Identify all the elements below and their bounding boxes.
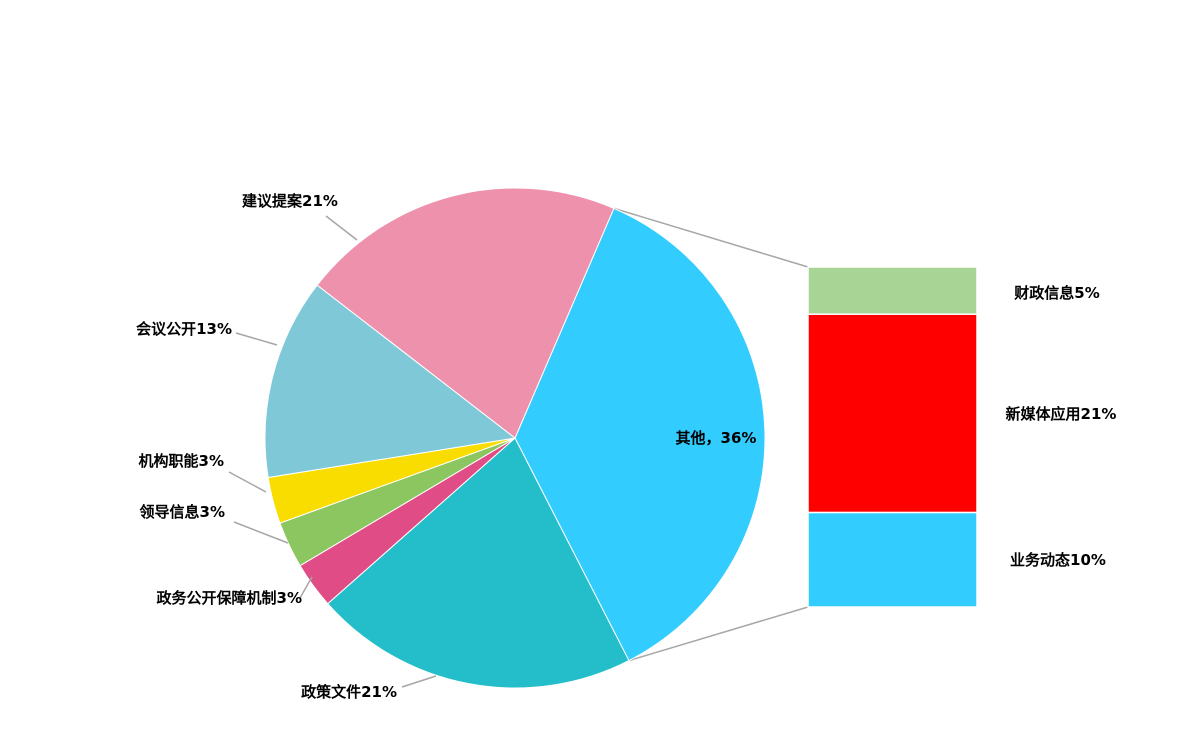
pie-label-leader-info: 领导信息3% bbox=[139, 503, 225, 521]
leader-line-proposals bbox=[325, 215, 358, 241]
bar-label-finance: 财政信息5% bbox=[1014, 284, 1099, 302]
pie-label-meetings: 会议公开13% bbox=[136, 320, 232, 338]
connector-line-top bbox=[613, 207, 809, 268]
pie-label-other: 其他，36% bbox=[676, 429, 757, 447]
pie-label-policy-docs: 政策文件21% bbox=[301, 683, 397, 701]
connector-line-bottom bbox=[628, 606, 809, 662]
pie-slice-meetings bbox=[264, 284, 517, 479]
bar-segment-business bbox=[807, 511, 978, 608]
leader-line-meetings bbox=[235, 332, 278, 346]
leader-line-disclosure-mechanism bbox=[299, 576, 313, 599]
pie-label-proposals: 建议提案21% bbox=[242, 192, 338, 210]
bar-segment-finance bbox=[807, 266, 978, 315]
pie-slice-other bbox=[514, 207, 766, 662]
pie-slice-policy-docs bbox=[327, 437, 630, 689]
bar-segment-new-media bbox=[807, 313, 978, 514]
pie-slice-proposals bbox=[316, 187, 615, 439]
bar-label-new-media: 新媒体应用21% bbox=[1006, 405, 1117, 423]
pie-label-disclosure-mechanism: 政务公开保障机制3% bbox=[157, 589, 302, 607]
leader-line-policy-docs bbox=[401, 675, 437, 688]
leader-line-leader-info bbox=[233, 521, 289, 544]
bar-label-business: 业务动态10% bbox=[1010, 551, 1106, 569]
pie-label-org-functions: 机构职能3% bbox=[139, 452, 224, 470]
leader-line-org-functions bbox=[228, 471, 267, 493]
